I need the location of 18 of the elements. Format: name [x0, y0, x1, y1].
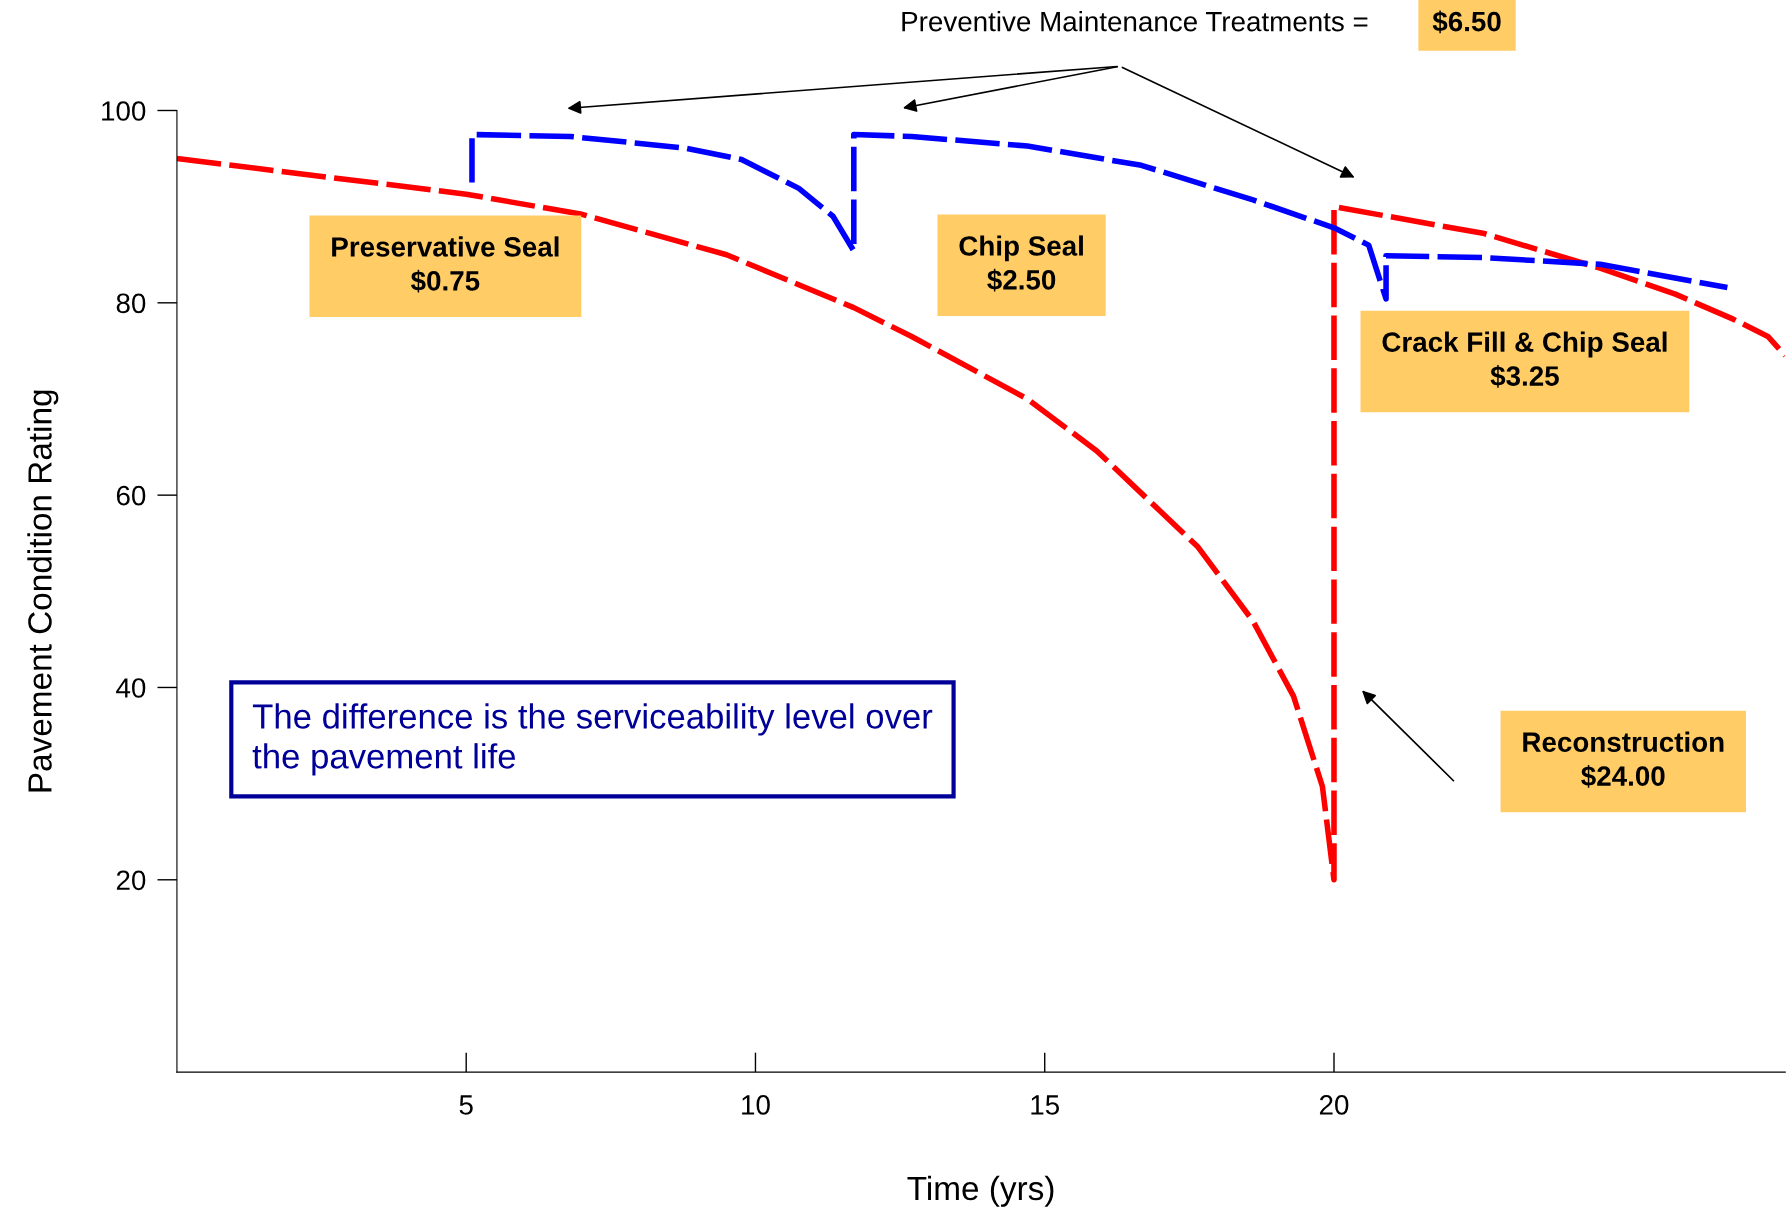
annotation: Preservative Seal $0.75 — [332, 236, 559, 293]
y-tick-label: 80 — [116, 293, 146, 314]
y-tick-label: 40 — [116, 678, 146, 698]
annotation: Chip Seal $2.50 — [959, 235, 1083, 292]
annotation: The difference is the serviceability level over the pavement life — [252, 703, 933, 776]
y-tick-label: 20 — [116, 870, 146, 891]
text: $6.50 — [1432, 10, 1501, 34]
annotation: Crack Fill & Chip Seal $3.25 — [1382, 331, 1667, 388]
x-tick-label: 5 — [459, 1095, 473, 1115]
annotation: Reconstruction $24.00 — [1523, 731, 1724, 788]
x-tick-label: 10 — [742, 1095, 770, 1115]
x-axis-title: Time (yrs) — [907, 1175, 1054, 1207]
y-tick-label: 60 — [116, 485, 146, 506]
text: Preventive Maintenance Treatments = — [902, 11, 1368, 32]
x-tick-label: 15 — [1031, 1095, 1060, 1115]
y-axis-title: Pavement Condition Rating — [27, 390, 59, 792]
x-tick-label: 20 — [1319, 1095, 1349, 1115]
y-tick-label: 100 — [102, 101, 146, 121]
